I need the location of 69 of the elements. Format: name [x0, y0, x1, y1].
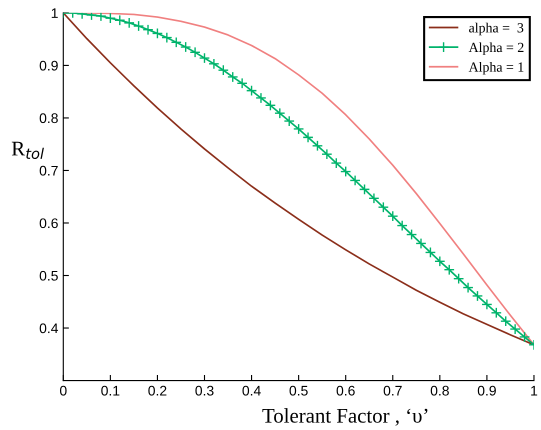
point	[340, 166, 352, 178]
point	[510, 324, 521, 335]
y-tick-label: 1	[52, 8, 58, 18]
point	[519, 331, 530, 343]
point	[95, 12, 107, 22]
x-tick-label: 0	[60, 386, 67, 396]
point	[124, 17, 135, 28]
x-tick-label: 0.2	[148, 386, 166, 396]
y-tick-label: 0.5	[40, 270, 58, 281]
point	[190, 46, 201, 58]
x-tick-label: 0.1	[101, 386, 120, 396]
point	[453, 273, 464, 284]
legend-label: Alpha = 2	[468, 42, 524, 55]
point	[490, 307, 502, 318]
point	[161, 32, 172, 44]
point	[208, 58, 220, 70]
point	[198, 52, 210, 64]
x-tick-label: 0.6	[336, 386, 355, 396]
point	[133, 20, 144, 32]
point	[180, 41, 192, 53]
point	[227, 71, 238, 83]
x-tick-label: 0.4	[242, 386, 261, 396]
x-tick-label: 0.3	[195, 386, 214, 396]
point	[321, 148, 332, 160]
x-tick-label: 0.5	[290, 386, 308, 396]
x-tick-label: 0.9	[478, 386, 496, 396]
point	[152, 28, 163, 39]
point	[387, 210, 398, 222]
y-tick-label: 0.8	[40, 113, 58, 124]
point	[406, 228, 418, 240]
point	[104, 12, 116, 24]
point	[312, 140, 324, 152]
point	[274, 108, 286, 119]
point	[114, 14, 126, 26]
point	[500, 316, 512, 327]
point	[358, 184, 370, 195]
y-axis-title: R$_{tol}$	[12, 142, 44, 160]
y-tick-label: 0.9	[40, 60, 58, 71]
point	[246, 85, 258, 96]
point	[236, 78, 248, 89]
point	[415, 238, 427, 250]
point	[218, 64, 229, 76]
x-tick-label: 0.7	[384, 386, 402, 396]
point	[293, 123, 304, 135]
legend-label: alpha = 3	[469, 22, 524, 36]
point	[424, 246, 436, 258]
point	[462, 282, 474, 294]
point	[255, 92, 267, 104]
x-axis-title: Tolerant Factor , ‘υ’	[262, 408, 428, 426]
point	[368, 192, 380, 204]
point	[434, 256, 446, 267]
x-tick-label: 1	[531, 386, 538, 396]
point	[396, 220, 408, 232]
point	[378, 202, 389, 213]
point	[142, 24, 154, 36]
point	[330, 158, 342, 169]
y-tick-label: 0.7	[40, 166, 58, 176]
point	[481, 298, 492, 310]
legend-label: Alpha = 1	[468, 62, 524, 75]
point	[350, 174, 361, 186]
y-tick-label: 0.6	[40, 218, 58, 228]
point	[472, 290, 484, 302]
x-tick-label: 0.8	[430, 386, 449, 396]
point	[264, 100, 276, 111]
point	[170, 36, 182, 48]
y-tick-label: 0.4	[40, 323, 58, 334]
point	[302, 132, 314, 143]
point	[284, 116, 295, 127]
point	[444, 264, 455, 276]
